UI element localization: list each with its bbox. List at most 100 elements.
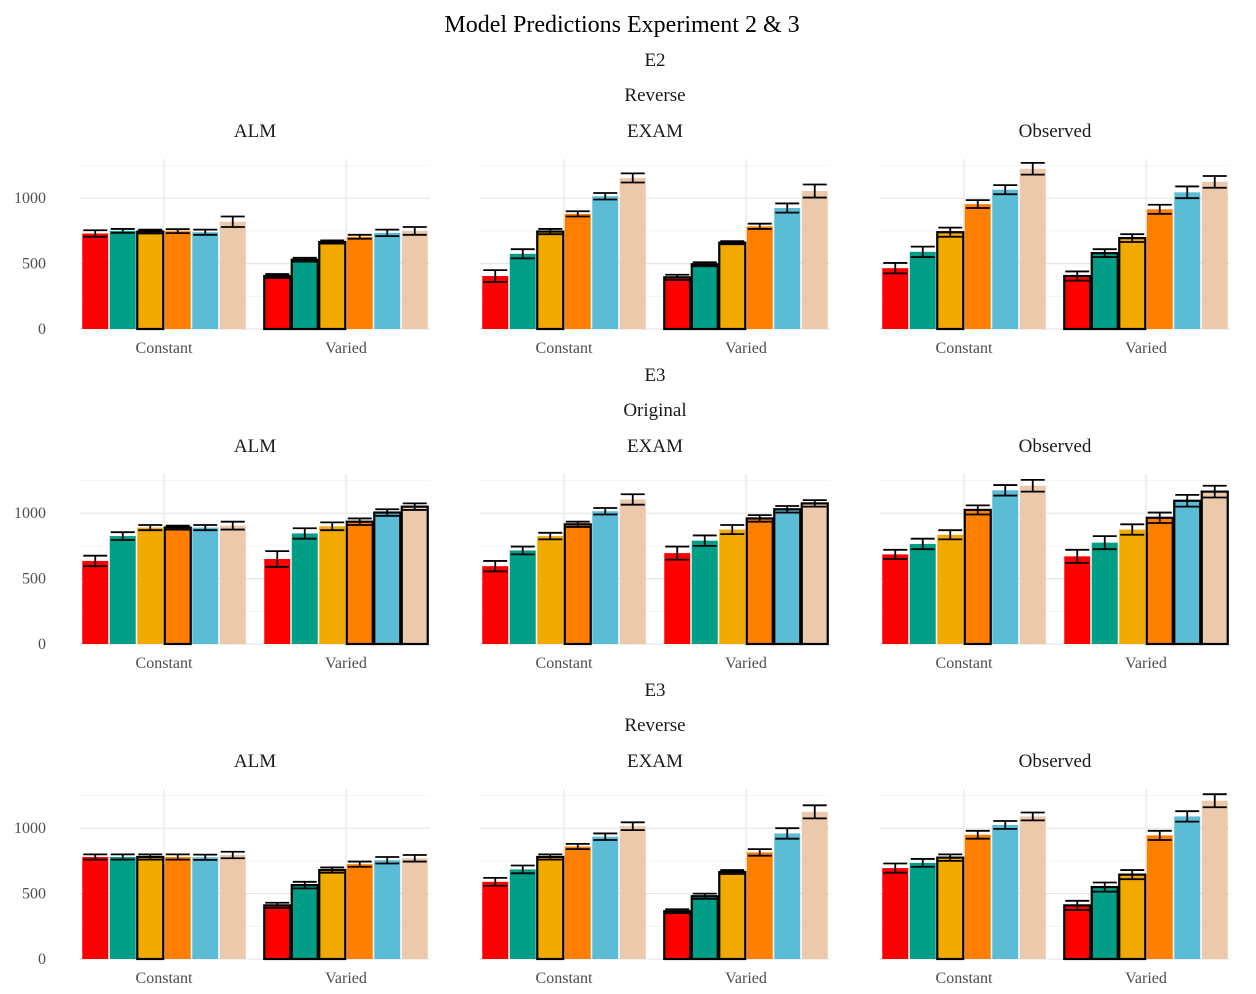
bar (1118, 236, 1147, 331)
bar (374, 860, 401, 959)
bar (564, 213, 591, 329)
x-tick-label: Varied (1125, 970, 1167, 987)
bar (664, 553, 691, 644)
bar (263, 274, 292, 331)
bar (801, 811, 828, 959)
x-tick-label: Constant (536, 655, 593, 672)
bar (401, 230, 428, 329)
bar (800, 502, 829, 646)
bar (592, 196, 619, 329)
bar (482, 276, 509, 329)
bar (1090, 885, 1119, 961)
facet-label: EXAM (627, 751, 683, 772)
bar (718, 241, 747, 331)
bar (1145, 516, 1174, 646)
facet-label: Observed (1019, 751, 1092, 772)
x-tick-label: Varied (325, 340, 367, 357)
row-label-top: E3 (644, 680, 665, 701)
bar (82, 233, 109, 329)
bar (746, 852, 773, 959)
bar (1019, 168, 1046, 329)
bar (219, 525, 246, 644)
bar (318, 868, 347, 961)
bar (319, 526, 346, 644)
x-tick-label: Constant (136, 970, 193, 987)
bar (290, 258, 319, 331)
bar (691, 540, 718, 644)
bar (1090, 252, 1119, 331)
bar (773, 508, 802, 646)
bar (374, 232, 401, 329)
bar (936, 231, 965, 331)
bar (192, 857, 219, 959)
bar (1173, 499, 1202, 646)
x-tick-label: Varied (725, 655, 767, 672)
bar (964, 204, 991, 329)
bar (992, 824, 1019, 959)
bar (882, 868, 909, 959)
facet-label: EXAM (627, 121, 683, 142)
row-label-bottom: Original (623, 400, 686, 421)
y-tick-label: 500 (22, 886, 46, 903)
bar (345, 520, 374, 646)
bar (291, 533, 318, 644)
bar (509, 550, 536, 644)
y-tick-label: 0 (38, 636, 46, 653)
bar (1064, 556, 1091, 644)
x-tick-label: Constant (536, 340, 593, 357)
bar (509, 869, 536, 959)
bar (746, 226, 773, 329)
x-tick-label: Constant (936, 970, 993, 987)
bar (963, 508, 992, 646)
bar (719, 529, 746, 644)
bar (1118, 873, 1147, 961)
bar (745, 517, 774, 646)
bar (1174, 192, 1201, 329)
y-tick-label: 0 (38, 321, 46, 338)
bar (401, 858, 428, 959)
row-label-bottom: Reverse (624, 85, 685, 106)
x-tick-label: Constant (936, 340, 993, 357)
bar (136, 230, 165, 331)
bar (690, 263, 719, 331)
bar (663, 276, 692, 331)
bar (164, 231, 191, 329)
bar (109, 230, 136, 329)
x-tick-label: Constant (136, 655, 193, 672)
bar (109, 536, 136, 644)
row-label-top: E2 (644, 50, 665, 71)
bar (537, 536, 564, 644)
bar (690, 895, 719, 961)
bar (346, 236, 373, 329)
facet-label: ALM (234, 751, 276, 772)
bar (346, 864, 373, 959)
y-tick-label: 500 (22, 571, 46, 588)
bar (619, 499, 646, 644)
bar (1063, 274, 1092, 331)
bar (1146, 835, 1173, 959)
bar (774, 833, 801, 959)
bar (936, 856, 965, 961)
bar (964, 834, 991, 959)
bar (82, 560, 109, 644)
row-label-bottom: Reverse (624, 715, 685, 736)
bar (909, 862, 936, 959)
bar (1091, 542, 1118, 644)
bar (1063, 904, 1092, 961)
bar (882, 268, 909, 329)
bar (536, 855, 565, 961)
bar (937, 534, 964, 644)
facet-label: Observed (1019, 121, 1092, 142)
bar (264, 558, 291, 644)
bar (82, 856, 109, 959)
row-label-top: E3 (644, 365, 665, 386)
x-tick-label: Varied (325, 655, 367, 672)
bar (192, 232, 219, 329)
bar (400, 505, 429, 646)
y-tick-label: 1000 (14, 190, 46, 207)
bar (163, 526, 192, 646)
facet-label: EXAM (627, 436, 683, 457)
facet-label: ALM (234, 436, 276, 457)
bar (619, 826, 646, 959)
